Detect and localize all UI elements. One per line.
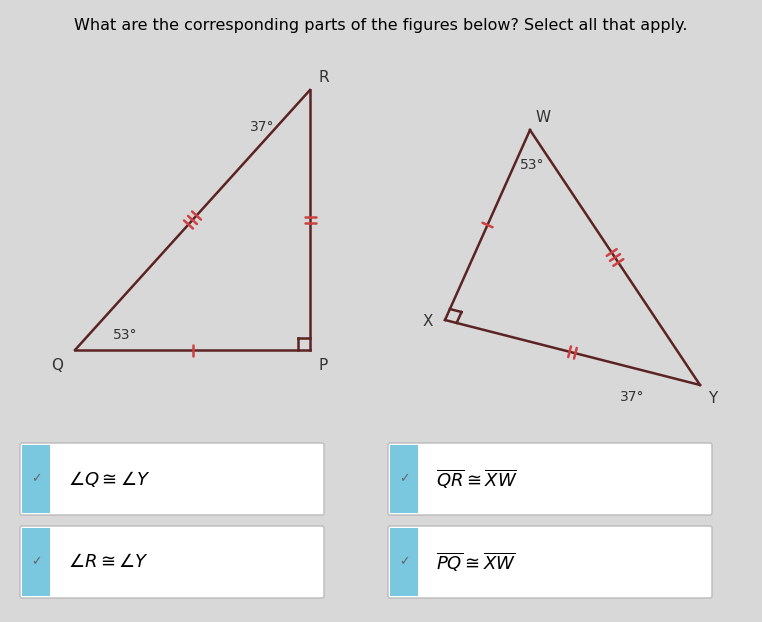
Text: 37°: 37° — [620, 390, 645, 404]
Bar — [390, 445, 418, 513]
Text: ✓: ✓ — [30, 473, 41, 486]
Text: $\angle R \cong \angle Y$: $\angle R \cong \angle Y$ — [68, 553, 149, 571]
Text: ✓: ✓ — [399, 555, 409, 569]
Text: $\overline{QR} \cong \overline{XW}$: $\overline{QR} \cong \overline{XW}$ — [436, 468, 517, 490]
Text: P: P — [318, 358, 327, 373]
FancyBboxPatch shape — [388, 526, 712, 598]
Text: ✓: ✓ — [30, 555, 41, 569]
Text: $\overline{PQ} \cong \overline{XW}$: $\overline{PQ} \cong \overline{XW}$ — [436, 550, 516, 573]
Text: 53°: 53° — [113, 328, 137, 342]
FancyBboxPatch shape — [20, 526, 324, 598]
Text: 53°: 53° — [520, 158, 545, 172]
Bar — [390, 528, 418, 596]
FancyBboxPatch shape — [20, 443, 324, 515]
Text: X: X — [422, 315, 433, 330]
Text: ✓: ✓ — [399, 473, 409, 486]
Bar — [22, 528, 50, 596]
Text: R: R — [318, 70, 328, 85]
FancyBboxPatch shape — [388, 443, 712, 515]
Text: $\angle Q \cong \angle Y$: $\angle Q \cong \angle Y$ — [68, 469, 151, 489]
Bar — [22, 445, 50, 513]
Text: Y: Y — [708, 391, 717, 406]
Text: W: W — [535, 110, 550, 125]
Text: 37°: 37° — [250, 120, 274, 134]
Text: Q: Q — [51, 358, 63, 373]
Text: What are the corresponding parts of the figures below? Select all that apply.: What are the corresponding parts of the … — [74, 18, 688, 33]
